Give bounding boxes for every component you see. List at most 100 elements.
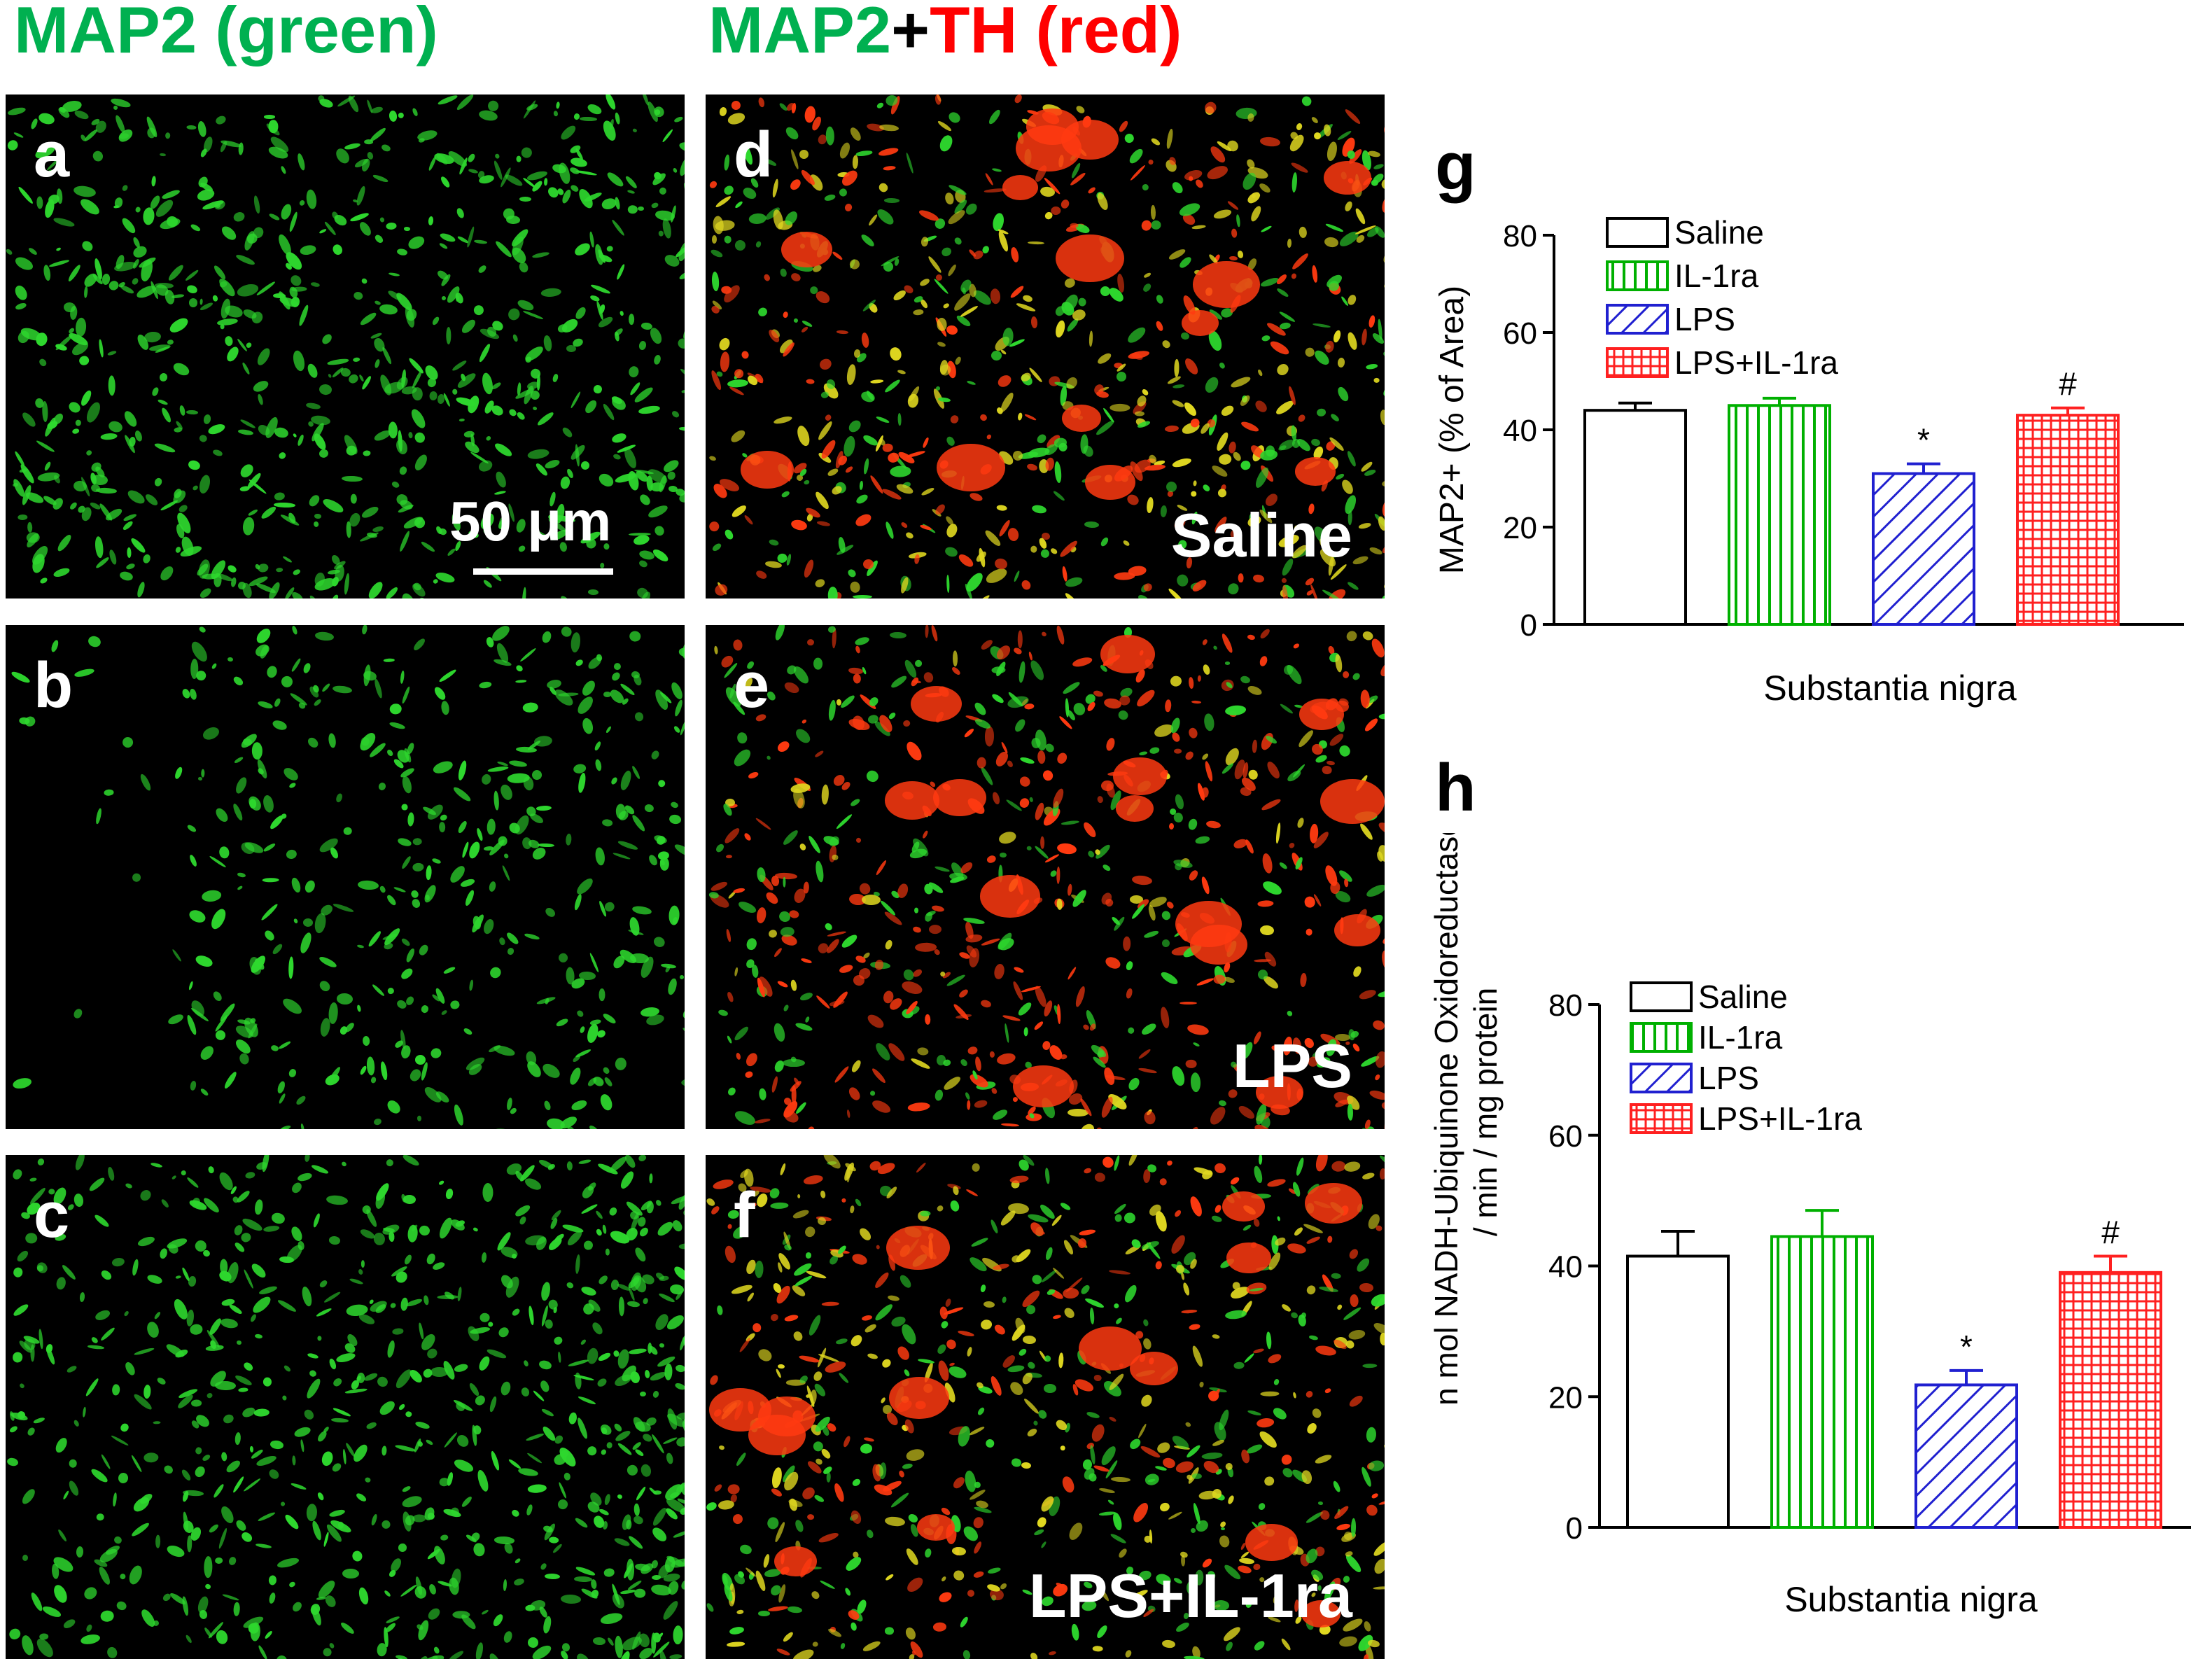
- texture-speck: [375, 1375, 390, 1389]
- texture-speck: [257, 700, 274, 710]
- texture-speck: [618, 1170, 636, 1191]
- texture-speck: [763, 273, 771, 282]
- texture-speck: [1368, 1292, 1385, 1310]
- texture-speck: [999, 852, 1007, 858]
- texture-speck: [275, 568, 284, 573]
- texture-speck: [853, 512, 873, 529]
- texture-speck: [861, 433, 879, 447]
- texture-speck: [385, 748, 394, 757]
- title-map2-part: MAP2: [708, 0, 892, 66]
- texture-speck: [523, 1176, 543, 1193]
- texture-speck: [943, 545, 959, 559]
- texture-speck: [1089, 1422, 1107, 1444]
- texture-speck: [405, 742, 415, 755]
- texture-speck: [618, 1296, 625, 1317]
- texture-speck: [300, 1439, 305, 1452]
- texture-speck: [196, 187, 216, 203]
- texture-speck: [567, 1358, 589, 1368]
- texture-speck: [638, 404, 661, 415]
- texture-speck: [586, 102, 603, 116]
- texture-speck: [750, 964, 760, 979]
- texture-speck: [866, 1352, 878, 1360]
- texture-speck: [1240, 419, 1261, 434]
- texture-speck: [1293, 1226, 1304, 1237]
- texture-speck: [220, 1317, 239, 1330]
- texture-speck: [1361, 328, 1368, 346]
- texture-speck: [505, 930, 520, 946]
- texture-speck: [1184, 1420, 1192, 1428]
- texture-speck: [634, 711, 645, 723]
- texture-speck: [803, 479, 811, 486]
- texture-speck: [246, 794, 264, 813]
- texture-speck: [1035, 432, 1049, 445]
- texture-speck: [722, 528, 735, 541]
- texture-speck: [302, 1407, 316, 1421]
- cell-body: [1334, 913, 1380, 946]
- texture-speck: [477, 458, 494, 474]
- texture-speck: [236, 1340, 242, 1345]
- texture-speck: [814, 578, 827, 589]
- texture-speck: [429, 391, 438, 401]
- texture-speck: [144, 492, 160, 507]
- texture-speck: [604, 1493, 612, 1506]
- texture-speck: [614, 1056, 627, 1071]
- texture-speck: [477, 343, 492, 363]
- texture-speck: [787, 1605, 802, 1614]
- texture-speck: [482, 918, 496, 936]
- texture-speck: [405, 947, 416, 964]
- texture-speck: [1249, 204, 1264, 223]
- texture-speck: [408, 1068, 424, 1084]
- texture-speck: [214, 806, 231, 824]
- texture-speck: [1357, 988, 1378, 1002]
- texture-speck: [972, 1516, 985, 1530]
- texture-speck: [570, 631, 582, 653]
- texture-speck: [1358, 822, 1375, 841]
- texture-speck: [78, 354, 90, 366]
- texture-speck: [74, 108, 90, 121]
- texture-speck: [239, 485, 250, 492]
- texture-speck: [257, 393, 265, 406]
- texture-speck: [432, 1260, 446, 1271]
- texture-speck: [820, 1448, 832, 1460]
- texture-speck: [384, 1621, 397, 1634]
- texture-speck: [615, 111, 621, 125]
- texture-speck: [1164, 699, 1172, 713]
- texture-speck: [225, 335, 234, 347]
- texture-speck: [906, 392, 920, 409]
- texture-speck: [1306, 1236, 1322, 1245]
- texture-speck: [432, 578, 439, 584]
- texture-speck: [300, 1123, 305, 1129]
- texture-speck: [873, 1302, 895, 1323]
- texture-speck: [111, 1256, 125, 1268]
- texture-speck: [1322, 765, 1333, 775]
- texture-speck: [848, 125, 863, 142]
- texture-speck: [1172, 384, 1185, 389]
- texture-speck: [1009, 1175, 1029, 1184]
- texture-speck: [222, 1413, 236, 1425]
- texture-speck: [335, 1351, 356, 1364]
- texture-speck: [220, 1451, 227, 1462]
- texture-speck: [806, 639, 814, 646]
- texture-speck: [1032, 1528, 1044, 1536]
- texture-speck: [799, 842, 807, 852]
- legend-swatch: [1606, 260, 1669, 291]
- title-map2-green: MAP2 (green): [14, 0, 438, 63]
- texture-speck: [412, 636, 427, 653]
- texture-speck: [1054, 461, 1063, 484]
- texture-speck: [1123, 1283, 1140, 1304]
- texture-speck: [211, 990, 224, 1003]
- texture-speck: [963, 1469, 978, 1493]
- texture-speck: [397, 1403, 406, 1411]
- texture-speck: [201, 769, 205, 778]
- texture-speck: [1346, 580, 1359, 592]
- texture-speck: [846, 568, 858, 579]
- texture-speck: [199, 1087, 209, 1097]
- texture-speck: [673, 842, 685, 860]
- texture-speck: [588, 1124, 600, 1129]
- texture-speck: [318, 1279, 328, 1289]
- texture-speck: [1268, 338, 1292, 357]
- texture-speck: [113, 114, 127, 134]
- texture-speck: [152, 1420, 161, 1424]
- texture-speck: [916, 1046, 929, 1056]
- texture-speck: [155, 1376, 167, 1387]
